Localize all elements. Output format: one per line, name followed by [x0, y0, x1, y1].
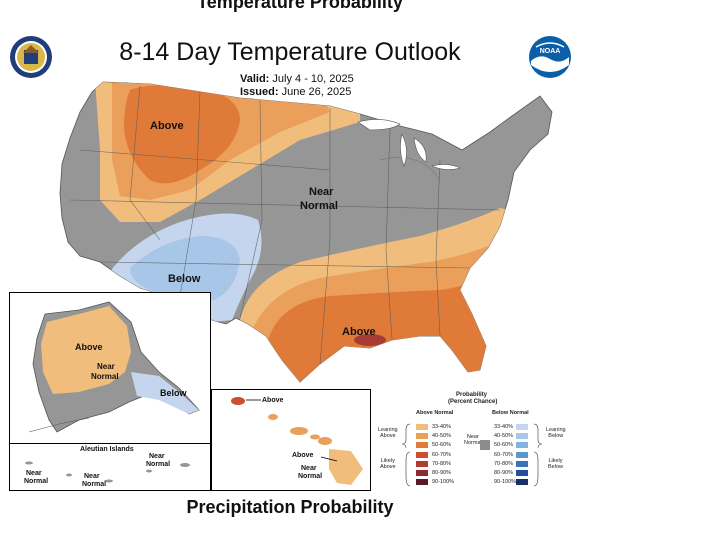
legend-leaning-above: Leaning Above	[378, 427, 398, 439]
legend-below-bin-label: 50-60%	[494, 442, 513, 449]
legend-near-normal: Near Normal	[464, 434, 482, 446]
legend-above-bin-label: 80-90%	[432, 470, 451, 476]
legend-title-1: Probability	[456, 392, 488, 398]
doc-seal-icon	[10, 36, 52, 78]
legend-above-bin-label: 40-50%	[432, 433, 451, 440]
legend-below-bin-label: 70-80%	[494, 460, 513, 467]
legend-below-bin-swatch	[516, 451, 528, 458]
legend-brackets	[401, 423, 543, 487]
aleutian-near-a-2: Normal	[24, 478, 49, 485]
legend-below-bin-swatch	[516, 424, 528, 430]
legend-above-bin-swatch	[416, 451, 428, 458]
conus-above-se-label: Above	[342, 326, 376, 338]
above-60-gulf	[354, 334, 386, 346]
hawaii-inset-map	[211, 389, 371, 491]
probability-legend: Probability (Percent Chance) Above Norma…	[374, 390, 574, 490]
alaska-near-label-1: Near	[97, 362, 115, 371]
legend-title-2: (Percent Chance)	[448, 399, 498, 405]
legend-above-bin-label: 90-100%	[432, 479, 455, 486]
legend-above-bin-label: 70-80%	[432, 460, 451, 467]
noaa-logo-icon: NOAA	[529, 36, 571, 78]
legend-below-bin-swatch	[516, 442, 528, 449]
legend-below-bin-swatch	[516, 433, 528, 440]
legend-above-bin-swatch	[416, 433, 428, 440]
legend-below-bin-label: 40-50%	[494, 433, 513, 440]
issued-date: Issued: June 26, 2025	[240, 86, 352, 98]
valid-dates: Valid: July 4 - 10, 2025	[240, 73, 354, 85]
aleutian-near-c-1: Near	[149, 453, 165, 460]
aleutian-near-b-2: Normal	[82, 481, 107, 488]
aleutian-near-b-1: Near	[84, 473, 100, 480]
next-section-heading: Precipitation Probability	[186, 497, 394, 517]
legend-below-bin-label: 60-70%	[494, 451, 513, 458]
legend-below-bin-swatch	[516, 470, 528, 476]
legend-below-header: Below Normal	[492, 410, 529, 416]
hawaii-near-label-1: Near	[301, 465, 317, 472]
alaska-above-label: Above	[75, 342, 103, 352]
legend-above-bin-swatch	[416, 442, 428, 449]
legend-below-bin-label: 90-100%	[494, 479, 517, 486]
legend-above-bin-swatch	[416, 460, 428, 467]
legend-leaning-below: Leaning Below	[546, 427, 566, 439]
conus-above-nw-label: Above	[150, 120, 184, 132]
top-section-heading: Temperature Probability	[197, 0, 403, 12]
legend-likely-below: Likely Below	[548, 458, 563, 470]
hawaii-above-label-2: Above	[292, 452, 314, 459]
below-40-sw	[130, 236, 240, 300]
legend-above-bin-label: 33-40%	[432, 424, 451, 430]
legend-below-bin-label: 33-40%	[494, 424, 513, 430]
aleutian-near-c-2: Normal	[146, 461, 171, 468]
legend-above-bin-swatch	[416, 424, 428, 430]
alaska-below-label: Below	[160, 388, 187, 398]
hawaii-near-label-2: Normal	[298, 473, 323, 480]
legend-above-bin-swatch	[416, 479, 428, 486]
legend-above-header: Above Normal	[416, 410, 454, 416]
legend-above-bin-label: 50-60%	[432, 442, 451, 449]
aleutian-near-a-1: Near	[26, 470, 42, 477]
conus-below-label: Below	[168, 273, 201, 285]
map-title: 8-14 Day Temperature Outlook	[119, 38, 461, 66]
conus-near-normal-label-1: Near	[309, 186, 334, 198]
hawaii-above-label-1: Above	[262, 397, 284, 404]
legend-likely-above: Likely Above	[380, 458, 396, 470]
alaska-near-label-2: Normal	[91, 372, 119, 381]
above-50-nw	[124, 85, 240, 184]
legend-below-bin-swatch	[516, 460, 528, 467]
conus-near-normal-label-2: Normal	[300, 200, 338, 212]
legend-near-swatch	[480, 440, 490, 450]
legend-below-bin-swatch	[516, 479, 528, 486]
legend-above-bin-swatch	[416, 470, 428, 476]
legend-above-bin-label: 60-70%	[432, 451, 451, 458]
legend-below-bin-label: 80-90%	[494, 470, 513, 476]
aleutian-inset-map	[9, 443, 211, 491]
alaska-inset-map	[9, 292, 211, 444]
svg-text:NOAA: NOAA	[540, 48, 561, 55]
aleutian-title: Aleutian Islands	[80, 446, 134, 453]
